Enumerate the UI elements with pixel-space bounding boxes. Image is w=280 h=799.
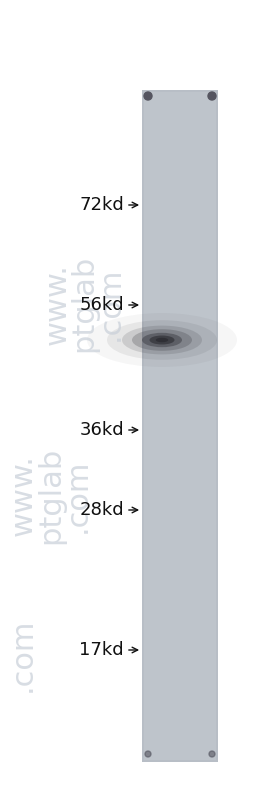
Text: 36kd: 36kd <box>79 421 124 439</box>
Bar <box>142 90 218 762</box>
Circle shape <box>144 92 152 100</box>
Text: .com: .com <box>8 618 37 693</box>
Text: 56kd: 56kd <box>79 296 124 314</box>
Ellipse shape <box>156 338 168 342</box>
Ellipse shape <box>122 326 202 355</box>
Text: www.
ptglab
.com: www. ptglab .com <box>43 255 125 352</box>
Ellipse shape <box>132 329 192 351</box>
Ellipse shape <box>142 333 182 348</box>
Circle shape <box>208 92 216 100</box>
Circle shape <box>209 751 215 757</box>
Text: www.
ptglab
.com: www. ptglab .com <box>9 447 92 544</box>
Circle shape <box>145 751 151 757</box>
Bar <box>144 92 216 760</box>
Ellipse shape <box>107 320 217 360</box>
Ellipse shape <box>150 336 174 344</box>
Text: 72kd: 72kd <box>79 196 124 214</box>
Text: 28kd: 28kd <box>79 501 124 519</box>
Text: 17kd: 17kd <box>79 641 124 659</box>
